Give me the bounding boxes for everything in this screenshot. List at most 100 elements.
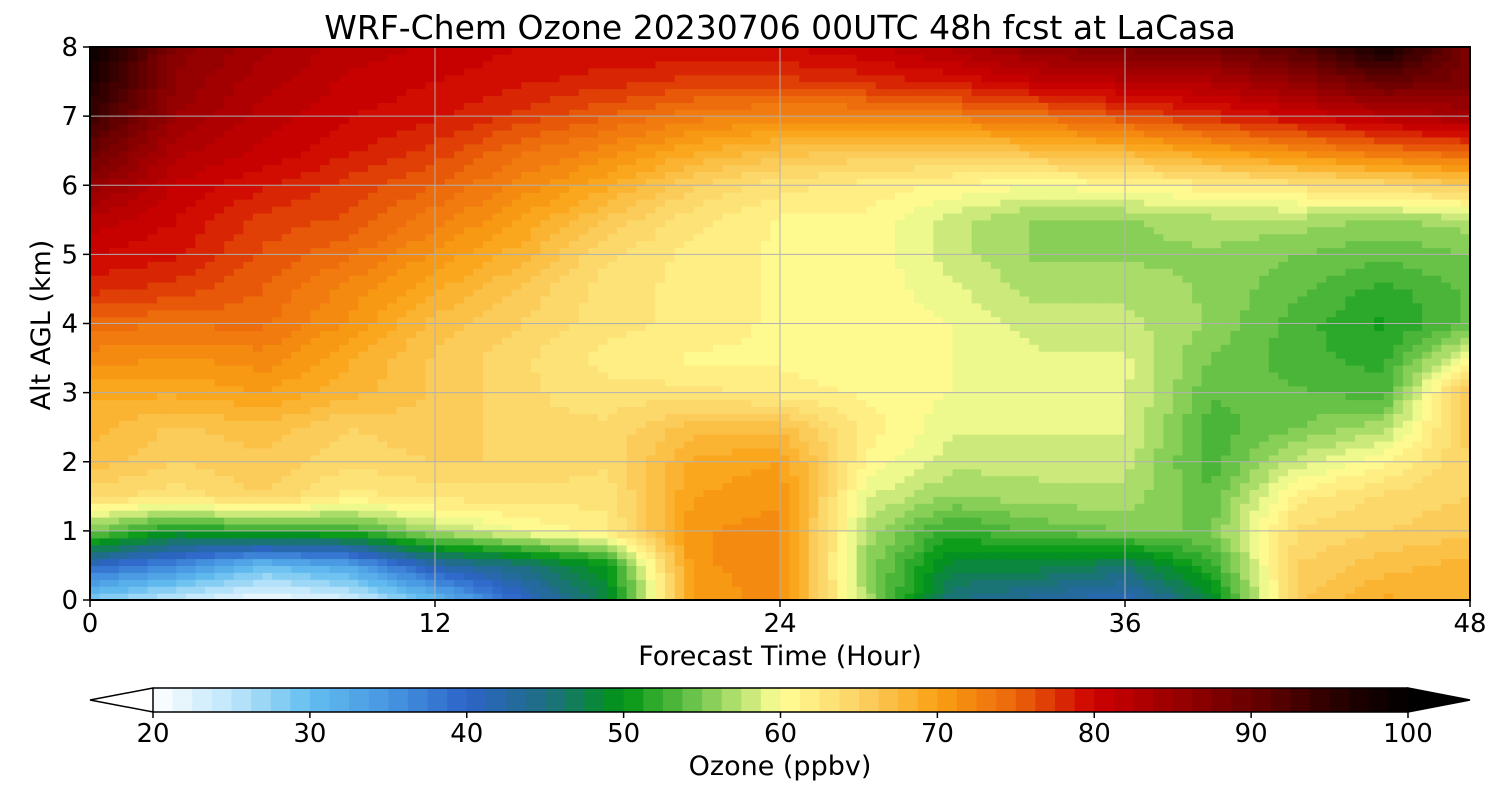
- heatmap-cell: [1067, 399, 1078, 408]
- heatmap-cell: [348, 413, 359, 421]
- heatmap-cell: [502, 358, 513, 366]
- heatmap-cell: [329, 461, 340, 470]
- heatmap-cell: [1096, 427, 1107, 435]
- heatmap-cell: [454, 510, 465, 518]
- heatmap-cell: [1029, 358, 1040, 366]
- heatmap-cell: [1010, 420, 1021, 428]
- heatmap-cell: [981, 503, 992, 511]
- heatmap-cell: [262, 475, 273, 484]
- heatmap-cell: [176, 447, 187, 456]
- heatmap-cell: [157, 461, 168, 470]
- heatmap-cell: [1383, 371, 1394, 380]
- heatmap-cell: [962, 489, 973, 497]
- heatmap-cell: [1355, 441, 1366, 449]
- heatmap-cell: [281, 537, 292, 546]
- heatmap-cell: [808, 544, 819, 553]
- heatmap-cell: [1211, 489, 1222, 497]
- heatmap-cell: [1297, 447, 1308, 456]
- heatmap-cell: [559, 503, 570, 511]
- heatmap-cell: [272, 413, 283, 421]
- heatmap-cell: [1010, 496, 1021, 504]
- heatmap-cell: [1067, 530, 1078, 539]
- heatmap-cell: [789, 468, 800, 477]
- heatmap-cell: [741, 434, 752, 442]
- heatmap-cell: [387, 434, 398, 442]
- heatmap-cell: [866, 510, 877, 518]
- heatmap-cell: [521, 441, 532, 449]
- heatmap-cell: [1287, 523, 1299, 532]
- heatmap-cell: [732, 544, 743, 553]
- heatmap-cell: [1355, 461, 1366, 470]
- heatmap-cell: [799, 427, 810, 435]
- heatmap-cell: [454, 593, 465, 600]
- heatmap-cell: [195, 530, 206, 539]
- heatmap-cell: [1316, 371, 1327, 380]
- heatmap-cell: [387, 420, 398, 428]
- heatmap-cell: [1192, 378, 1203, 387]
- heatmap-cell: [875, 593, 887, 600]
- heatmap-cell: [1134, 413, 1145, 421]
- heatmap-cell: [1259, 530, 1270, 539]
- heatmap-cell: [1268, 399, 1279, 408]
- heatmap-cell: [1192, 503, 1203, 511]
- heatmap-cell: [1096, 406, 1107, 414]
- heatmap-cell: [1038, 434, 1049, 442]
- heatmap-cell: [329, 517, 340, 525]
- heatmap-cell: [1307, 489, 1318, 497]
- heatmap-cell: [147, 475, 158, 484]
- heatmap-cell: [550, 358, 561, 366]
- heatmap-cell: [655, 447, 666, 456]
- heatmap-cell: [454, 537, 465, 546]
- heatmap-cell: [137, 413, 149, 421]
- heatmap-cell: [329, 454, 340, 463]
- heatmap-cell: [1355, 503, 1366, 511]
- heatmap-cell: [214, 496, 225, 504]
- heatmap-cell: [1460, 544, 1470, 553]
- heatmap-cell: [243, 482, 254, 490]
- heatmap-cell: [1125, 454, 1136, 463]
- heatmap-cell: [895, 413, 906, 421]
- heatmap-cell: [339, 537, 350, 546]
- heatmap-cell: [1297, 434, 1308, 442]
- heatmap-cell: [262, 510, 273, 518]
- heatmap-cell: [751, 468, 762, 477]
- heatmap-cell: [1431, 385, 1442, 394]
- heatmap-cell: [827, 503, 839, 511]
- heatmap-cell: [454, 530, 465, 539]
- heatmap-cell: [1230, 565, 1241, 573]
- heatmap-cell: [1441, 586, 1452, 594]
- heatmap-cell: [1230, 537, 1241, 546]
- heatmap-cell: [1422, 523, 1433, 532]
- heatmap-cell: [607, 565, 618, 573]
- heatmap-cell: [1096, 482, 1107, 490]
- heatmap-cell: [1096, 558, 1107, 567]
- heatmap-cell: [722, 572, 733, 580]
- heatmap-cell: [693, 523, 704, 532]
- heatmap-cell: [1067, 392, 1078, 401]
- heatmap-cell: [626, 496, 637, 504]
- heatmap-cell: [808, 420, 819, 428]
- heatmap-cell: [971, 565, 982, 573]
- heatmap-cell: [137, 530, 149, 539]
- heatmap-cell: [703, 392, 714, 401]
- heatmap-cell: [1230, 503, 1241, 511]
- heatmap-cell: [933, 385, 944, 394]
- heatmap-cell: [109, 503, 120, 511]
- heatmap-cell: [1038, 454, 1049, 463]
- heatmap-cell: [147, 537, 158, 546]
- heatmap-cell: [751, 544, 762, 553]
- heatmap-cell: [473, 489, 484, 497]
- heatmap-cell: [703, 579, 714, 587]
- heatmap-cell: [1460, 579, 1470, 587]
- heatmap-cell: [1077, 496, 1088, 504]
- heatmap-cell: [176, 475, 187, 484]
- heatmap-cell: [818, 489, 829, 497]
- heatmap-cell: [262, 489, 273, 497]
- heatmap-cell: [521, 579, 532, 587]
- heatmap-cell: [214, 434, 225, 442]
- heatmap-cell: [540, 378, 551, 387]
- heatmap-cell: [243, 586, 254, 594]
- heatmap-cell: [636, 579, 647, 587]
- heatmap-cell: [243, 544, 254, 553]
- heatmap-cell: [1249, 510, 1260, 518]
